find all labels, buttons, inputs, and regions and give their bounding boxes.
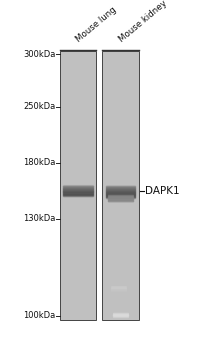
- Bar: [102, 51, 139, 320]
- Text: 250kDa: 250kDa: [23, 102, 55, 111]
- Text: DAPK1: DAPK1: [145, 186, 180, 196]
- Text: 180kDa: 180kDa: [23, 158, 55, 167]
- Bar: [60, 51, 96, 320]
- Text: 100kDa: 100kDa: [23, 311, 55, 320]
- Text: Mouse lung: Mouse lung: [74, 5, 118, 44]
- Text: 300kDa: 300kDa: [23, 50, 55, 59]
- Text: 130kDa: 130kDa: [23, 214, 55, 223]
- Text: Mouse kidney: Mouse kidney: [117, 0, 169, 44]
